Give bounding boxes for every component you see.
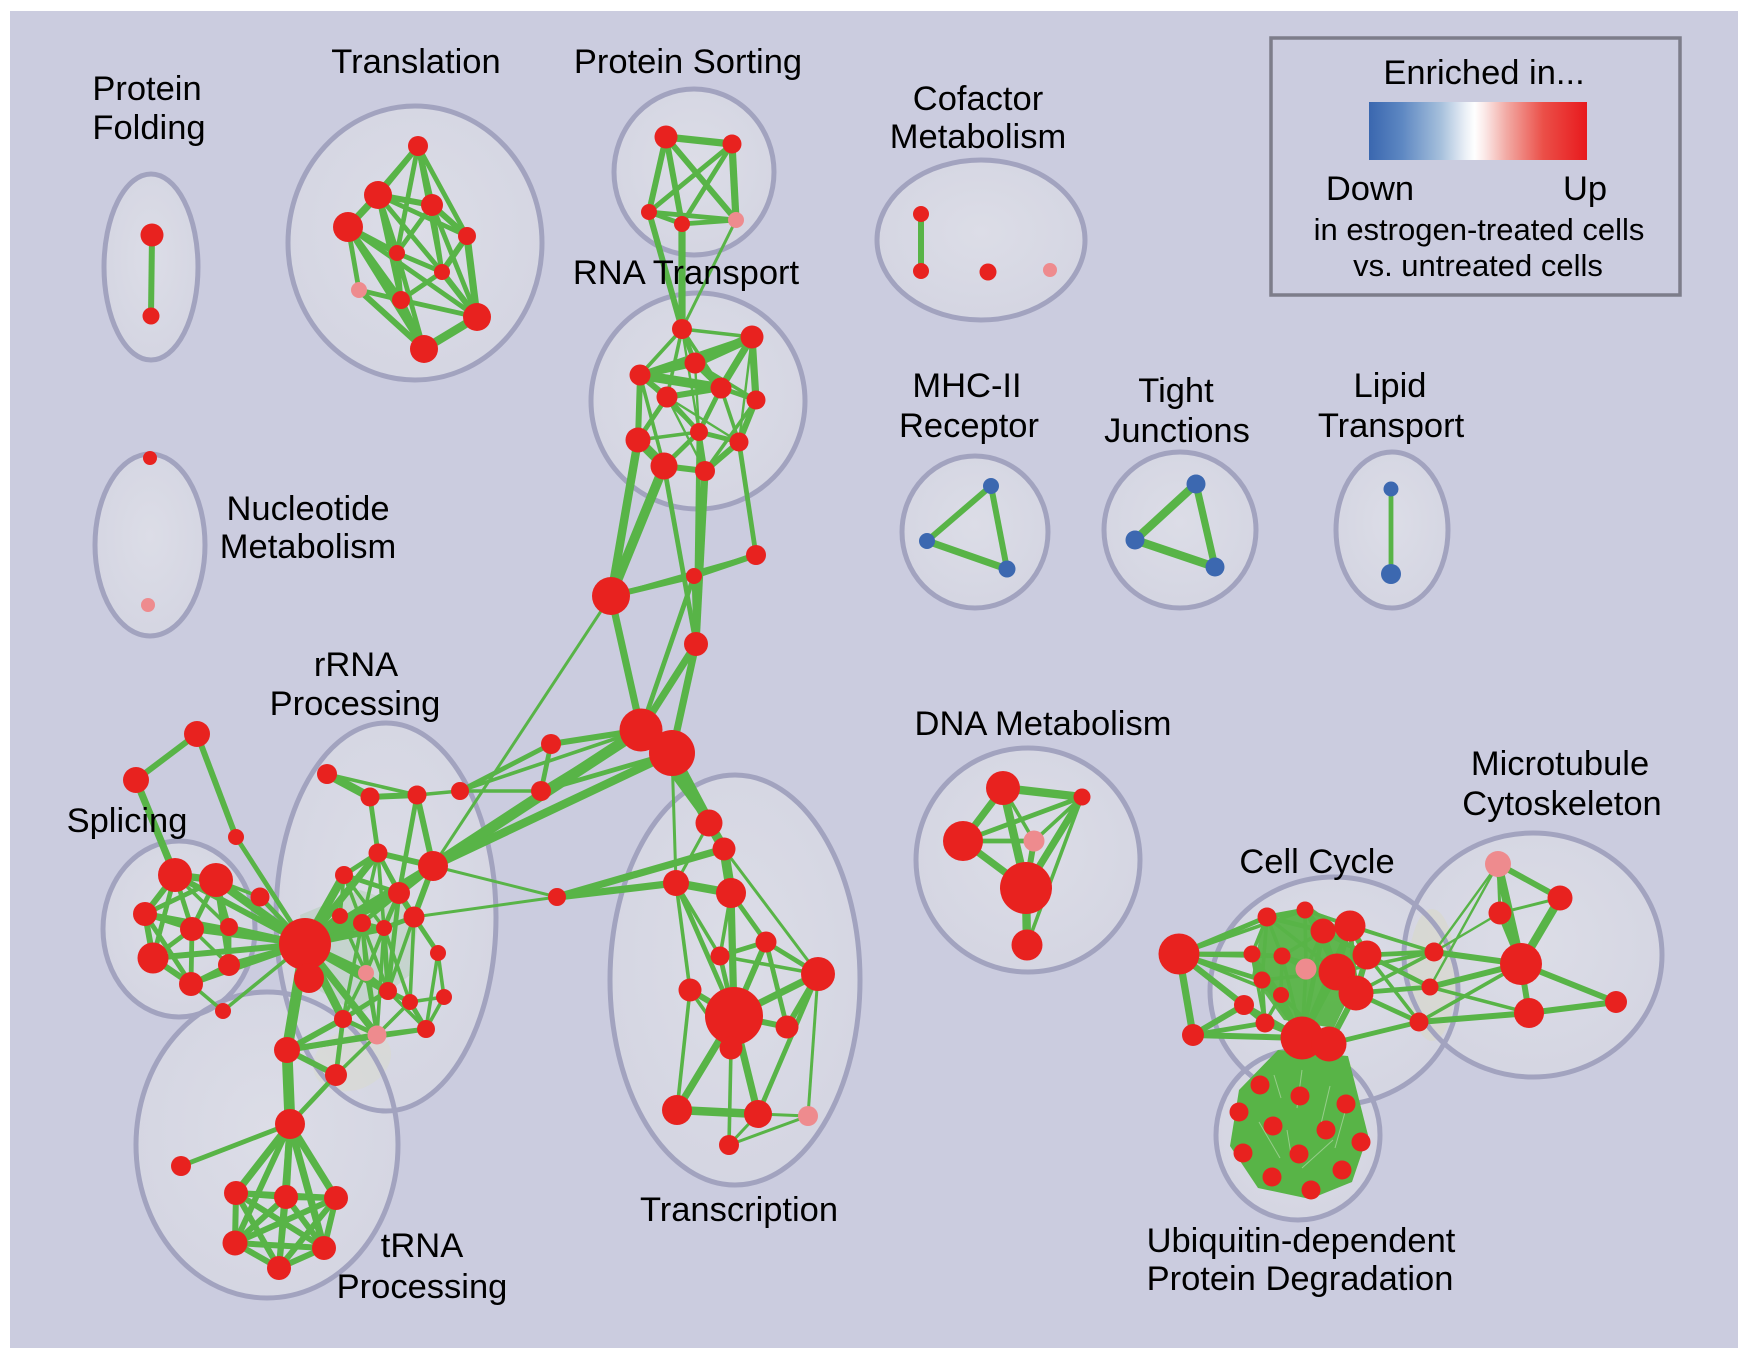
svg-text:Processing: Processing (337, 1268, 508, 1306)
svg-text:Cofactor: Cofactor (913, 80, 1043, 118)
svg-text:Lipid: Lipid (1354, 367, 1427, 405)
svg-text:Tight: Tight (1138, 372, 1214, 410)
svg-text:DNA Metabolism: DNA Metabolism (915, 705, 1172, 743)
svg-text:Ubiquitin-dependent: Ubiquitin-dependent (1147, 1222, 1456, 1260)
svg-text:Up: Up (1563, 170, 1607, 208)
svg-text:in estrogen-treated cells: in estrogen-treated cells (1314, 212, 1645, 247)
svg-text:Receptor: Receptor (899, 407, 1039, 445)
svg-text:Protein: Protein (92, 70, 201, 108)
svg-text:Cell Cycle: Cell Cycle (1239, 843, 1394, 881)
svg-text:Cytoskeleton: Cytoskeleton (1462, 785, 1661, 823)
svg-text:MHC-II: MHC-II (912, 367, 1021, 405)
svg-text:Junctions: Junctions (1104, 412, 1250, 450)
svg-text:Microtubule: Microtubule (1471, 745, 1649, 783)
svg-text:Transcription: Transcription (640, 1191, 838, 1229)
svg-text:Protein Degradation: Protein Degradation (1147, 1260, 1454, 1298)
svg-text:Protein Sorting: Protein Sorting (574, 43, 802, 81)
svg-text:Splicing: Splicing (67, 802, 188, 840)
svg-text:Processing: Processing (270, 685, 441, 723)
svg-text:Nucleotide: Nucleotide (226, 490, 389, 528)
svg-text:tRNA: tRNA (381, 1227, 463, 1265)
svg-text:rRNA: rRNA (314, 646, 398, 684)
svg-text:vs. untreated cells: vs. untreated cells (1353, 248, 1603, 283)
svg-text:Transport: Transport (1318, 407, 1465, 445)
svg-text:Folding: Folding (92, 109, 205, 147)
svg-text:Metabolism: Metabolism (890, 118, 1066, 156)
svg-text:Translation: Translation (331, 43, 500, 81)
svg-text:Metabolism: Metabolism (220, 528, 396, 566)
svg-text:Down: Down (1326, 170, 1414, 208)
svg-text:RNA Transport: RNA Transport (573, 254, 800, 292)
svg-text:Enriched in...: Enriched in... (1383, 54, 1584, 92)
